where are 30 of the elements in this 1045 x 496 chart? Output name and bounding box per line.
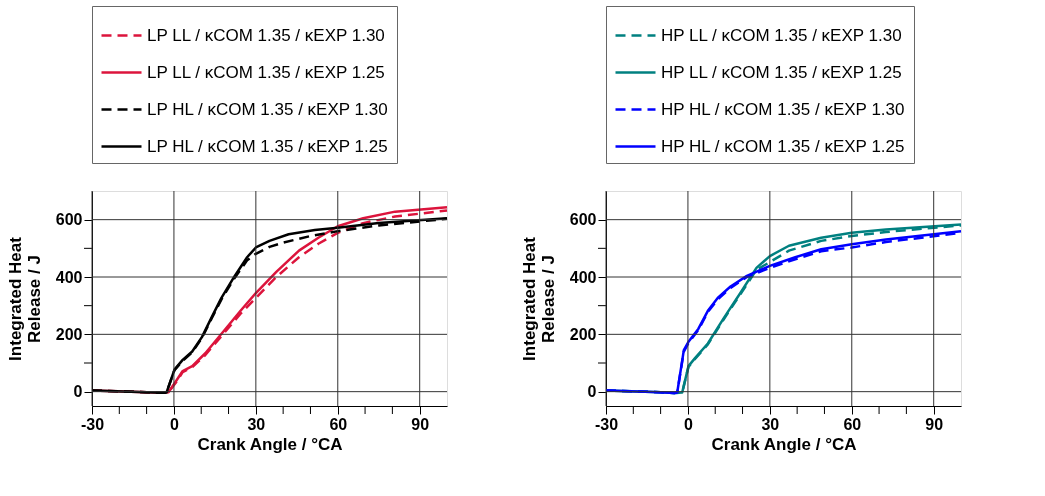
legend-label: LP HL / κCOM 1.35 / κEXP 1.25 [147,136,388,156]
legend-label: LP LL / κCOM 1.35 / κEXP 1.25 [147,62,385,82]
x-tick-label: -30 [80,415,105,433]
y-tick-label: 400 [55,268,83,286]
x-tick-label: 90 [925,415,944,433]
legend-label: LP HL / κCOM 1.35 / κEXP 1.30 [147,99,388,119]
x-tick-label: 90 [411,415,430,433]
x-tick-label: 0 [683,415,693,433]
x-tick-label: 30 [247,415,266,433]
x-tick-label: 30 [761,415,780,433]
x-tick-label: -30 [594,415,619,433]
y-tick-label: 0 [587,383,597,401]
y-tick-label: 0 [73,383,83,401]
x-tick-label: 60 [329,415,348,433]
x-tick-label: 0 [169,415,179,433]
y-tick-label: 200 [569,325,597,343]
y-tick-label: 600 [569,211,597,229]
legend-label: HP HL / κCOM 1.35 / κEXP 1.25 [661,136,905,156]
legend-label: HP LL / κCOM 1.35 / κEXP 1.25 [661,62,902,82]
legend-label: LP LL / κCOM 1.35 / κEXP 1.30 [147,25,385,45]
x-axis-title: Crank Angle / °CA [711,434,857,454]
y-tick-label: 200 [55,325,83,343]
y-tick-label: 600 [55,211,83,229]
y-tick-label: 400 [569,268,597,286]
legend-label: HP LL / κCOM 1.35 / κEXP 1.30 [661,25,902,45]
x-tick-label: 60 [843,415,862,433]
legend-label: HP HL / κCOM 1.35 / κEXP 1.30 [661,99,905,119]
x-axis-title: Crank Angle / °CA [197,434,343,454]
y-axis-title: Integrated Heat Release / J [519,236,558,361]
y-axis-title: Integrated Heat Release / J [5,236,44,361]
